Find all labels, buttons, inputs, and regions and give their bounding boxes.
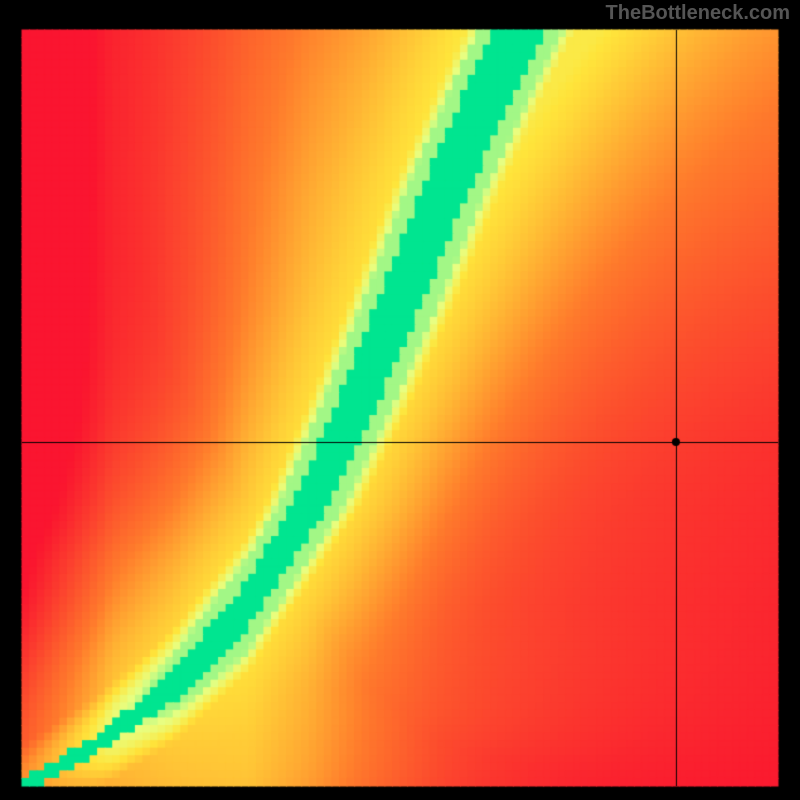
heatmap-canvas — [0, 0, 800, 800]
chart-container: TheBottleneck.com — [0, 0, 800, 800]
attribution-text: TheBottleneck.com — [606, 2, 790, 25]
